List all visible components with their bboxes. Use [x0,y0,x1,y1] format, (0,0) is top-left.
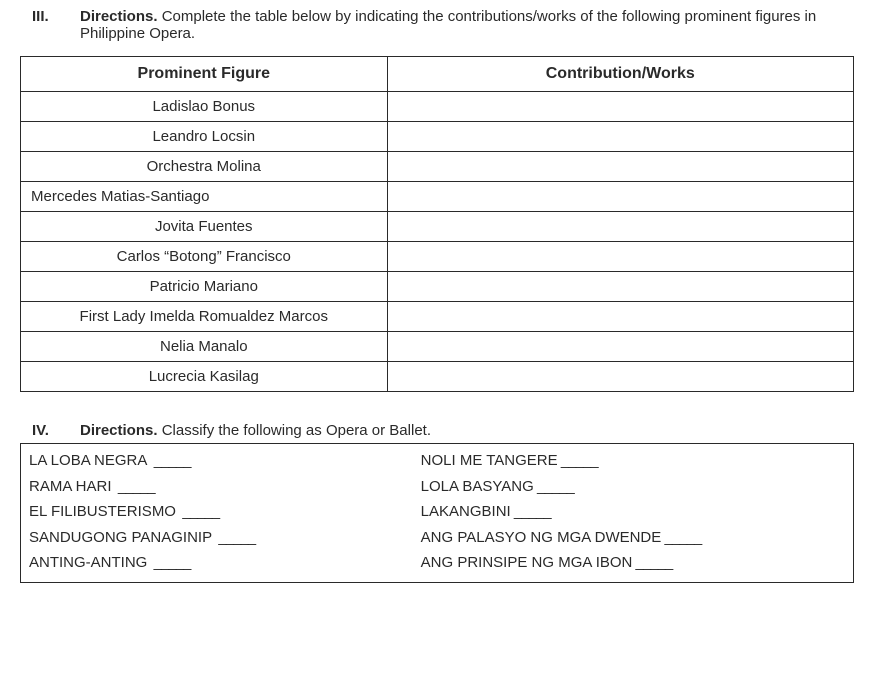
figure-cell: Patricio Mariano [21,272,388,302]
classify-left-item: RAMA HARI _____ [29,474,421,500]
classify-left-item: SANDUGONG PANAGINIP _____ [29,525,421,551]
section-3-body: Directions. Complete the table below by … [80,8,854,42]
classify-title: ANG PRINSIPE NG MGA IBON [421,554,633,571]
directions-text: Classify the following as Opera or Balle… [162,422,431,439]
classify-title: EL FILIBUSTERISMO [29,503,176,520]
classify-row: LA LOBA NEGRA _____NOLI ME TANGERE _____ [29,448,845,474]
answer-blank[interactable]: _____ [147,550,190,576]
contribution-cell[interactable] [387,242,853,272]
section-3-number: III. [20,8,80,42]
table-row: Leandro Locsin [21,122,854,152]
figure-cell: Mercedes Matias-Santiago [21,182,388,212]
answer-blank[interactable]: _____ [534,474,574,500]
contribution-cell[interactable] [387,122,853,152]
table-row: Nelia Manalo [21,332,854,362]
contribution-cell[interactable] [387,182,853,212]
figure-cell: Leandro Locsin [21,122,388,152]
classify-title: RAMA HARI [29,478,112,495]
figure-cell: Ladislao Bonus [21,92,388,122]
figure-cell: Jovita Fuentes [21,212,388,242]
table-row: First Lady Imelda Romualdez Marcos [21,302,854,332]
contribution-cell[interactable] [387,92,853,122]
answer-blank[interactable]: _____ [558,448,598,474]
classify-right-item: LAKANGBINI _____ [421,499,845,525]
table-row: Mercedes Matias-Santiago [21,182,854,212]
table-row: Carlos “Botong” Francisco [21,242,854,272]
answer-blank[interactable]: _____ [661,525,701,551]
classify-left-item: LA LOBA NEGRA _____ [29,448,421,474]
classify-row: ANTING-ANTING _____ANG PRINSIPE NG MGA I… [29,550,845,576]
answer-blank[interactable]: _____ [147,448,190,474]
section-4-body: Directions. Classify the following as Op… [80,422,854,439]
answer-blank[interactable]: _____ [176,499,219,525]
table-row: Patricio Mariano [21,272,854,302]
contribution-cell[interactable] [387,362,853,392]
figure-cell: Carlos “Botong” Francisco [21,242,388,272]
section-4-number: IV. [20,422,80,439]
classify-box: LA LOBA NEGRA _____NOLI ME TANGERE _____… [20,443,854,583]
table-row: Ladislao Bonus [21,92,854,122]
figure-cell: Lucrecia Kasilag [21,362,388,392]
table-header-row: Prominent Figure Contribution/Works [21,57,854,92]
answer-blank[interactable]: _____ [511,499,551,525]
figure-cell: Orchestra Molina [21,152,388,182]
classify-title: SANDUGONG PANAGINIP [29,529,212,546]
figure-cell: Nelia Manalo [21,332,388,362]
table-row: Lucrecia Kasilag [21,362,854,392]
classify-title: ANTING-ANTING [29,554,147,571]
classify-right-item: LOLA BASYANG _____ [421,474,845,500]
table-row: Jovita Fuentes [21,212,854,242]
section-4-header: IV. Directions. Classify the following a… [20,422,854,439]
answer-blank[interactable]: _____ [632,550,672,576]
classify-right-item: NOLI ME TANGERE _____ [421,448,845,474]
contribution-cell[interactable] [387,302,853,332]
contribution-cell[interactable] [387,152,853,182]
figure-cell: First Lady Imelda Romualdez Marcos [21,302,388,332]
classify-left-item: EL FILIBUSTERISMO _____ [29,499,421,525]
directions-label: Directions. [80,422,158,439]
classify-right-item: ANG PALASYO NG MGA DWENDE _____ [421,525,845,551]
classify-row: RAMA HARI _____LOLA BASYANG _____ [29,474,845,500]
answer-blank[interactable]: _____ [212,525,255,551]
directions-label: Directions. [80,8,158,25]
col-header-figure: Prominent Figure [21,57,388,92]
classify-row: EL FILIBUSTERISMO _____LAKANGBINI _____ [29,499,845,525]
classify-left-item: ANTING-ANTING _____ [29,550,421,576]
directions-text: Complete the table below by indicating t… [80,8,816,42]
contribution-cell[interactable] [387,212,853,242]
prominent-figures-table: Prominent Figure Contribution/Works Ladi… [20,56,854,392]
col-header-contribution: Contribution/Works [387,57,853,92]
table-row: Orchestra Molina [21,152,854,182]
section-3-header: III. Directions. Complete the table belo… [20,8,854,42]
contribution-cell[interactable] [387,272,853,302]
classify-title: LOLA BASYANG [421,478,534,495]
classify-row: SANDUGONG PANAGINIP _____ANG PALASYO NG … [29,525,845,551]
classify-title: LAKANGBINI [421,503,511,520]
contribution-cell[interactable] [387,332,853,362]
classify-right-item: ANG PRINSIPE NG MGA IBON _____ [421,550,845,576]
classify-title: ANG PALASYO NG MGA DWENDE [421,529,662,546]
classify-title: NOLI ME TANGERE [421,452,558,469]
answer-blank[interactable]: _____ [112,474,155,500]
classify-title: LA LOBA NEGRA [29,452,147,469]
